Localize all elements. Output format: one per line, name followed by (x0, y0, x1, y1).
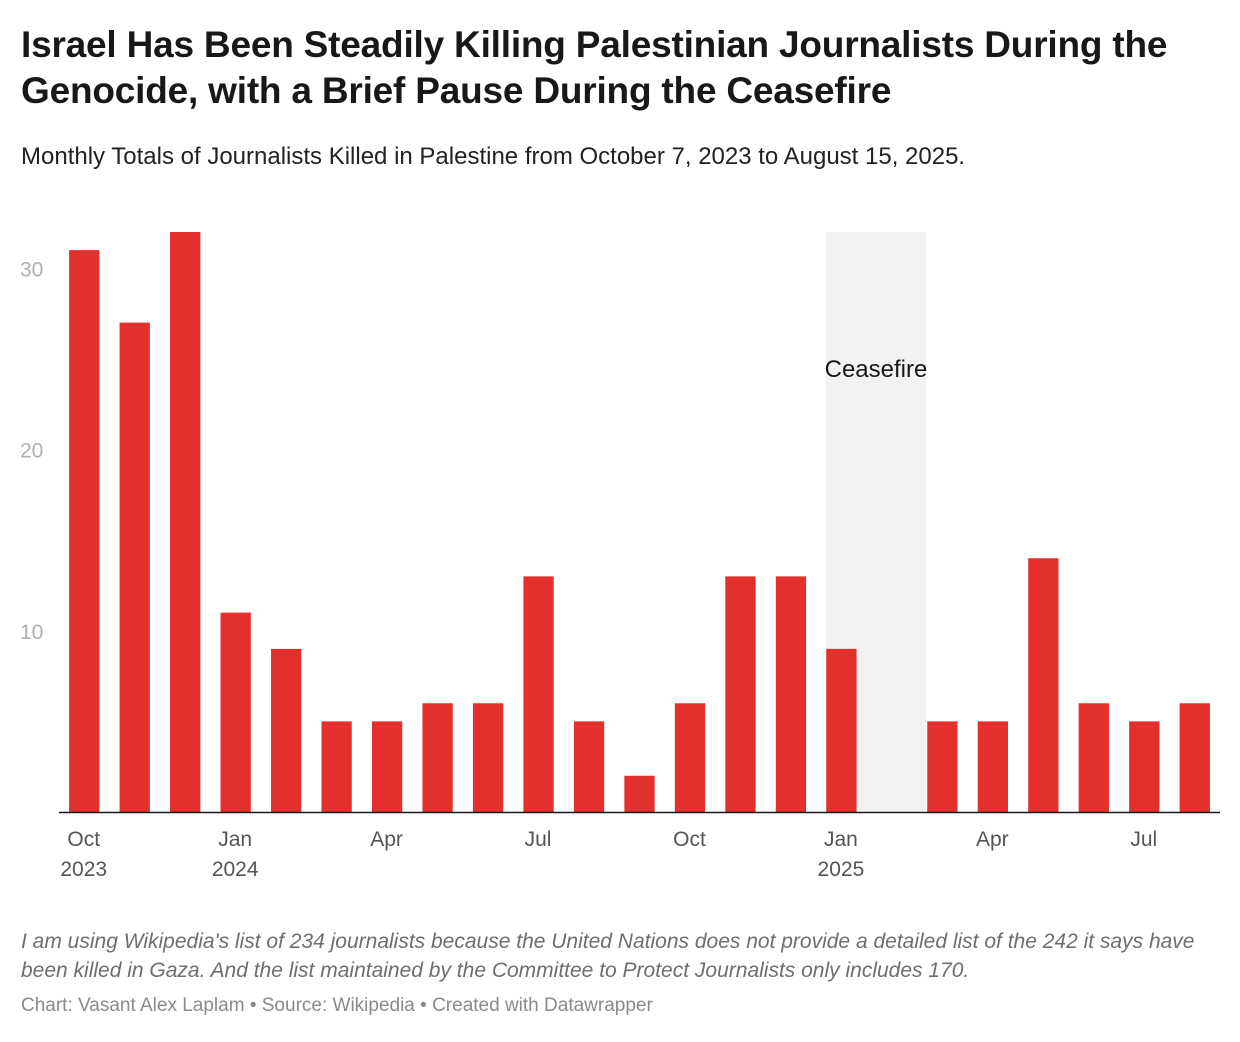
bar (321, 721, 352, 812)
ceasefire-annotation: Ceasefire (825, 356, 928, 383)
y-tick-label: 10 (20, 621, 43, 644)
chart-byline: Chart: Vasant Alex Laplam • Source: Wiki… (21, 995, 653, 1016)
bar (220, 612, 251, 812)
chart-title: Israel Has Been Steadily Killing Palesti… (21, 24, 1168, 111)
bar (1028, 558, 1059, 812)
bar (472, 703, 504, 812)
bar (170, 232, 201, 812)
bar (725, 576, 756, 812)
x-tick-label: Oct (673, 828, 706, 851)
bars-group (69, 232, 1210, 812)
y-axis-ticks: 10 20 30 (20, 258, 43, 644)
bar (927, 721, 958, 812)
bar (826, 648, 857, 812)
bar (523, 576, 554, 812)
bar (119, 322, 150, 812)
x-tick-label: Jan 2024 (212, 828, 259, 881)
bar (422, 703, 453, 812)
bar (1129, 721, 1160, 812)
bar (69, 250, 100, 812)
x-tick-label: Apr (370, 828, 403, 851)
bar (1179, 703, 1210, 812)
bar (674, 703, 706, 812)
chart-subtitle: Monthly Totals of Journalists Killed in … (21, 143, 966, 170)
bar (775, 576, 807, 812)
x-axis-ticks: Oct 2023 Jan 2024 Apr Jul Oct Jan 2025 Apr Jul (60, 828, 1157, 881)
bar (977, 721, 1008, 812)
bar (271, 648, 302, 812)
y-tick-label: 30 (20, 258, 43, 281)
x-tick-label: Jul (1130, 828, 1157, 851)
y-tick-label: 20 (20, 440, 43, 463)
x-tick-label: Apr (976, 828, 1009, 851)
chart-notes: I am using Wikipedia's list of 234 journ… (21, 930, 1195, 982)
x-tick-label: Jan 2025 (818, 828, 865, 881)
bar (624, 775, 655, 812)
bar (371, 721, 403, 812)
x-tick-label: Jul (525, 828, 552, 851)
bar (573, 721, 605, 812)
bar (1078, 703, 1109, 812)
x-tick-label: Oct 2023 (60, 828, 107, 881)
